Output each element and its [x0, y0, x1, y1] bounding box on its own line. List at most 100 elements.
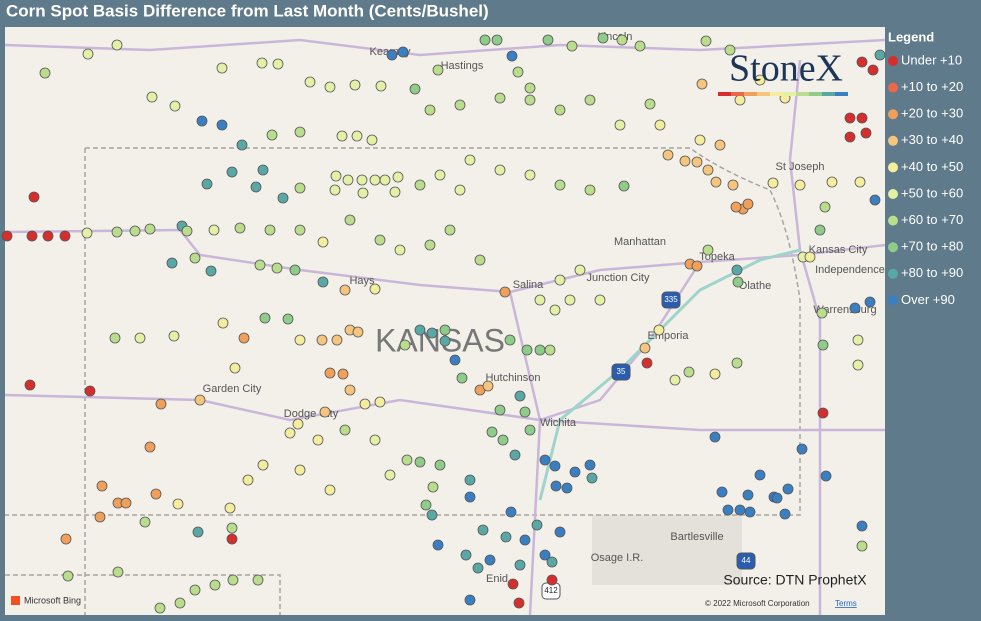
bing-logo	[11, 596, 20, 605]
elevator-dot	[194, 394, 206, 406]
elevator-dot	[146, 91, 158, 103]
logo: StoneX	[729, 48, 843, 90]
elevator-dot	[817, 339, 829, 351]
legend-swatch	[888, 82, 898, 93]
elevator-dot	[384, 469, 396, 481]
place-label: St Joseph	[776, 161, 825, 173]
legend-label: +30 to +40	[901, 132, 963, 147]
elevator-dot	[82, 48, 94, 60]
place-label: Hays	[349, 275, 375, 287]
elevator-dot	[154, 602, 166, 614]
elevator-dot	[414, 324, 426, 336]
route-shield	[661, 291, 681, 309]
legend-label: +60 to +70	[901, 212, 963, 227]
legend-swatch	[888, 268, 898, 279]
elevator-dot	[336, 130, 348, 142]
legend-label: +70 to +80	[901, 239, 963, 254]
elevator-dot	[691, 156, 703, 168]
elevator-dot	[330, 170, 342, 182]
elevator-dot	[549, 304, 561, 316]
elevator-dot	[524, 94, 536, 106]
elevator-dot	[426, 509, 438, 521]
elevator-dot	[181, 225, 193, 237]
elevator-dot	[709, 431, 721, 443]
elevator-dot	[722, 504, 734, 516]
elevator-dot	[514, 390, 526, 402]
elevator-dot	[494, 164, 506, 176]
elevator-dot	[742, 489, 754, 501]
place-label: Independence	[815, 264, 885, 276]
place-label: Salina	[513, 279, 544, 291]
elevator-dot	[691, 260, 703, 272]
elevator-dot	[484, 554, 496, 566]
elevator-dot	[439, 324, 451, 336]
elevator-dot	[129, 225, 141, 237]
elevator-dot	[189, 252, 201, 264]
elevator-dot	[294, 126, 306, 138]
elevator-dot	[730, 201, 742, 213]
elevator-dot	[856, 112, 868, 124]
place-label: Olathe	[739, 280, 771, 292]
elevator-dot	[155, 398, 167, 410]
elevator-dot	[460, 549, 472, 561]
elevator-dot	[554, 274, 566, 286]
legend-label: +20 to +30	[901, 106, 963, 121]
elevator-dot	[317, 236, 329, 248]
elevator-dot	[874, 49, 886, 61]
legend-label: +10 to +20	[901, 79, 963, 94]
elevator-dot	[294, 334, 306, 346]
elevator-dot	[324, 484, 336, 496]
elevator-dot	[317, 276, 329, 288]
elevator-dot	[794, 179, 806, 191]
elevator-dot	[856, 540, 868, 552]
elevator-dot	[259, 312, 271, 324]
elevator-dot	[694, 134, 706, 146]
elevator-dot	[439, 335, 451, 347]
elevator-dot	[266, 129, 278, 141]
elevator-dot	[654, 119, 666, 131]
place-label: Warrensburg	[813, 304, 876, 316]
source: Source: DTN ProphetX	[723, 572, 867, 588]
elevator-dot	[112, 566, 124, 578]
elevator-dot	[369, 283, 381, 295]
elevator-dot	[374, 396, 386, 408]
elevator-dot	[427, 481, 439, 493]
elevator-dot	[366, 134, 378, 146]
logo-bar	[835, 92, 848, 96]
elevator-dot	[208, 224, 220, 236]
elevator-dot	[434, 459, 446, 471]
elevator-dot	[534, 294, 546, 306]
elevator-dot	[710, 176, 722, 188]
elevator-dot	[826, 176, 838, 188]
logo-bar	[822, 92, 835, 96]
elevator-dot	[782, 483, 794, 495]
route-number: 44	[742, 556, 751, 565]
elevator-dot	[342, 174, 354, 186]
elevator-dot	[289, 264, 301, 276]
elevator-dot	[731, 264, 743, 276]
elevator-dot	[852, 359, 864, 371]
road	[4, 228, 886, 294]
elevator-dot	[644, 98, 656, 110]
tx-border	[5, 574, 281, 615]
elevator-dot	[844, 112, 856, 124]
elevator-dot	[539, 549, 551, 561]
elevator-dot	[201, 178, 213, 190]
elevator-dot	[849, 302, 861, 314]
elevator-dot	[229, 362, 241, 374]
place-label: Bartlesville	[670, 531, 723, 543]
elevator-dot	[519, 534, 531, 546]
elevator-dot	[238, 332, 250, 344]
elevator-dot	[174, 597, 186, 609]
elevator-dot	[796, 443, 808, 455]
place-label: Osage I.R.	[591, 552, 644, 564]
elevator-dot	[549, 460, 561, 472]
elevator-dot	[519, 406, 531, 418]
elevator-dot	[844, 131, 856, 143]
terms-link[interactable]: Terms	[835, 599, 857, 608]
elevator-dot	[414, 179, 426, 191]
elevator-dot	[250, 181, 262, 193]
elevator-dot	[584, 184, 596, 196]
place-label: Emporia	[648, 330, 690, 342]
elevator-dot	[669, 374, 681, 386]
